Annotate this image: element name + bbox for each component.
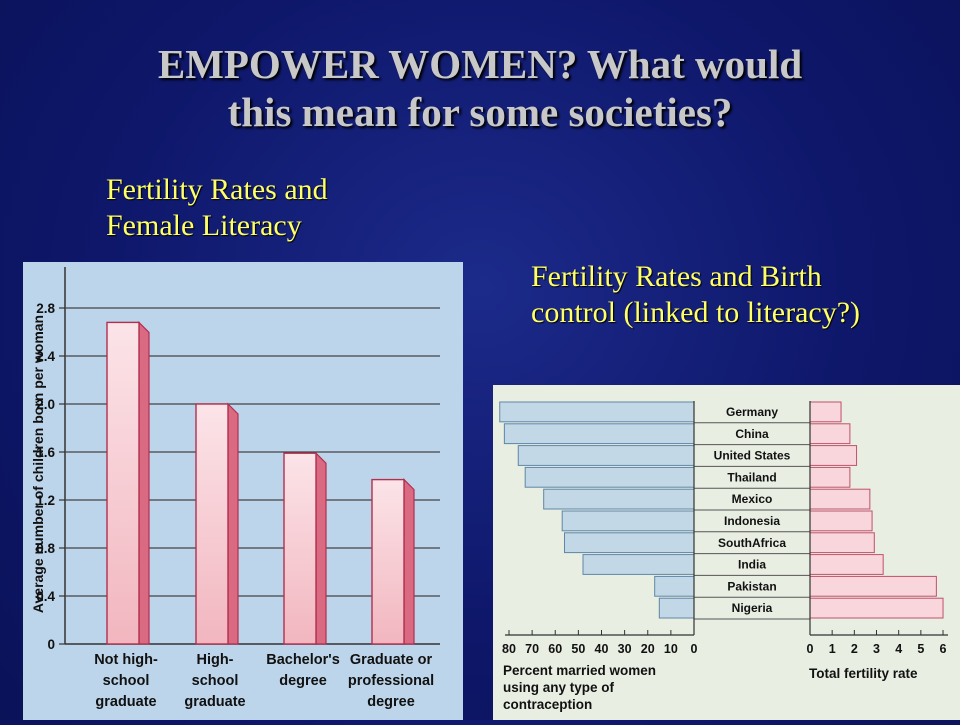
country-label: Mexico <box>732 492 773 506</box>
bar <box>371 478 405 645</box>
x-category-label: degree <box>279 673 327 689</box>
contraception-tick-label: 70 <box>525 642 539 656</box>
y-axis-label: Average number of children born per woma… <box>30 315 46 613</box>
fertility-tick-label: 3 <box>873 642 880 656</box>
y-tick-label: 2.4 <box>36 349 55 364</box>
fertility-bar <box>809 423 851 445</box>
bar-side <box>403 478 415 645</box>
y-tick-label: 1.2 <box>36 493 55 508</box>
caption-left-line-2: Female Literacy <box>106 209 302 242</box>
country-label: Indonesia <box>724 514 780 528</box>
x-category-label: Not high- <box>94 652 158 668</box>
fertility-bar <box>809 532 875 554</box>
fertility-bar <box>809 554 884 575</box>
contraception-tick-label: 50 <box>571 642 585 656</box>
contraception-fertility-chart-panel: Germany China United States Thailand Mexico I… <box>493 385 960 720</box>
country-label: Germany <box>726 405 778 419</box>
contraception-bar <box>503 423 695 445</box>
x-category-label: school <box>192 673 239 689</box>
caption-fertility-literacy: Fertility Rates and Female Literacy <box>106 172 328 244</box>
x-category-label: High- <box>196 652 233 668</box>
contraception-tick-label: 40 <box>595 642 609 656</box>
caption-fertility-birth-control: Fertility Rates and Birth control (linke… <box>531 259 860 331</box>
caption-right-line-1: Fertility Rates and Birth <box>531 260 822 293</box>
y-tick-label: 2.0 <box>36 397 55 412</box>
fertility-tick-label: 5 <box>917 642 924 656</box>
caption-left-line-1: Fertility Rates and <box>106 173 328 206</box>
contraception-tick-label: 80 <box>502 642 516 656</box>
contraception-axis-label: Percent married women <box>503 663 656 678</box>
x-category-label: school <box>103 673 150 689</box>
bar-side <box>138 320 150 645</box>
caption-right-line-2: control (linked to literacy?) <box>531 296 861 329</box>
bar-side <box>315 451 327 645</box>
country-label: Pakistan <box>727 579 776 593</box>
contraception-bar <box>654 575 695 597</box>
education-fertility-chart-panel: 0 0.4 0.8 1.2 1.6 2.0 2.4 2.8 Average number of … <box>23 262 463 720</box>
fertility-axis-label: Total fertility rate <box>809 666 918 681</box>
contraception-bar <box>517 445 695 466</box>
contraception-bar <box>658 597 695 619</box>
contraception-axis-label: using any type of <box>503 680 615 695</box>
y-tick-label: 0 <box>47 637 55 652</box>
x-category-label: degree <box>367 694 415 710</box>
bar <box>283 452 317 645</box>
contraception-bar <box>561 510 695 532</box>
fertility-bar <box>809 401 842 423</box>
bar <box>195 403 229 645</box>
contraception-tick-label: 0 <box>691 642 698 656</box>
y-tick-label: 0.4 <box>36 589 55 604</box>
contraception-bar <box>582 554 695 575</box>
x-category-label: graduate <box>95 694 156 710</box>
y-tick-label: 0.8 <box>36 541 55 556</box>
contraception-axis-label: contraception <box>503 697 592 712</box>
fertility-bar <box>809 445 858 466</box>
bar <box>106 321 140 645</box>
x-category-label: graduate <box>184 694 245 710</box>
fertility-tick-label: 6 <box>940 642 947 656</box>
country-label: SouthAfrica <box>718 536 786 550</box>
contraception-bar <box>524 466 695 488</box>
country-label: India <box>738 558 766 572</box>
contraception-bar <box>499 401 695 423</box>
fertility-tick-label: 0 <box>807 642 814 656</box>
slide-title: EMPOWER WOMEN? What would this mean for … <box>0 40 960 136</box>
country-label: Thailand <box>727 470 776 484</box>
fertility-tick-label: 4 <box>895 642 902 656</box>
x-category-label: Graduate or <box>350 652 433 668</box>
fertility-tick-label: 1 <box>829 642 836 656</box>
contraception-tick-label: 10 <box>664 642 678 656</box>
fertility-bar <box>809 597 944 619</box>
x-category-label: Bachelor's <box>266 652 340 668</box>
fertility-bar <box>809 510 873 532</box>
contraception-tick-label: 30 <box>618 642 632 656</box>
country-label: Nigeria <box>732 601 773 615</box>
slide-title-line-1: EMPOWER WOMEN? What would <box>157 41 803 87</box>
fertility-bar <box>809 575 937 597</box>
country-label: United States <box>714 449 791 463</box>
bar-side <box>227 402 239 645</box>
fertility-bar <box>809 488 871 510</box>
slide-title-line-2: this mean for some societies? <box>227 89 733 135</box>
contraception-tick-label: 60 <box>548 642 562 656</box>
contraception-tick-label: 20 <box>641 642 655 656</box>
fertility-tick-label: 2 <box>851 642 858 656</box>
y-tick-label: 1.6 <box>36 445 55 460</box>
y-tick-label: 2.8 <box>36 301 55 316</box>
contraception-bar <box>564 532 695 554</box>
contraception-fertility-chart: Germany China United States Thailand Mexico I… <box>499 401 948 712</box>
fertility-bar <box>809 466 851 488</box>
country-label: China <box>735 427 769 441</box>
x-category-label: professional <box>348 673 434 689</box>
contraception-bar <box>543 488 695 510</box>
